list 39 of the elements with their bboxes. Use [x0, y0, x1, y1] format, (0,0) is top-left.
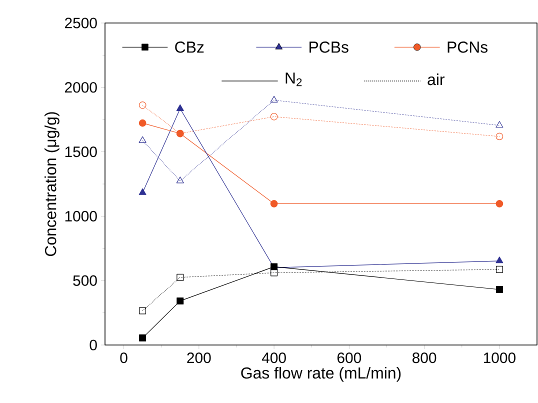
x-tick-label: 1000 — [484, 352, 516, 364]
point — [138, 136, 146, 143]
point — [496, 200, 504, 208]
x-tick-label: 600 — [337, 352, 362, 364]
y-tick-label: 2000 — [64, 82, 97, 93]
y-axis-title: Concentration (μg/g) — [44, 112, 60, 256]
point — [139, 334, 146, 342]
x-tick-label: 200 — [187, 352, 211, 364]
point — [138, 101, 146, 109]
x-axis-title: Gas flow rate (mL/min) — [241, 366, 401, 382]
annotation: N$_{2}$ — [286, 72, 302, 86]
point — [270, 269, 278, 276]
point — [270, 96, 278, 102]
point — [496, 266, 503, 273]
point — [496, 286, 503, 293]
point — [176, 297, 184, 304]
y-tick-label: 1000 — [65, 210, 97, 222]
annotation: air — [428, 74, 444, 86]
point — [496, 132, 504, 140]
legend-label: PCNs — [448, 42, 488, 53]
point — [270, 200, 278, 208]
point — [138, 188, 146, 195]
y-tick-label: 1500 — [65, 146, 97, 158]
legend-label: PCBs — [310, 42, 348, 53]
x-tick-label: 800 — [412, 352, 436, 364]
y-tick-label: 2500 — [64, 18, 97, 28]
point — [176, 274, 184, 281]
point — [139, 307, 146, 314]
x-tick-label: 0 — [120, 352, 128, 364]
point — [496, 256, 504, 264]
point — [138, 119, 146, 127]
point — [176, 176, 184, 184]
point — [496, 121, 504, 128]
y-tick-label: 500 — [73, 275, 97, 286]
point — [270, 112, 278, 120]
legend-label: CBz — [175, 42, 204, 53]
y-tick-label: 0 — [90, 340, 97, 350]
point — [176, 104, 184, 111]
x-tick-label: 400 — [262, 352, 286, 364]
